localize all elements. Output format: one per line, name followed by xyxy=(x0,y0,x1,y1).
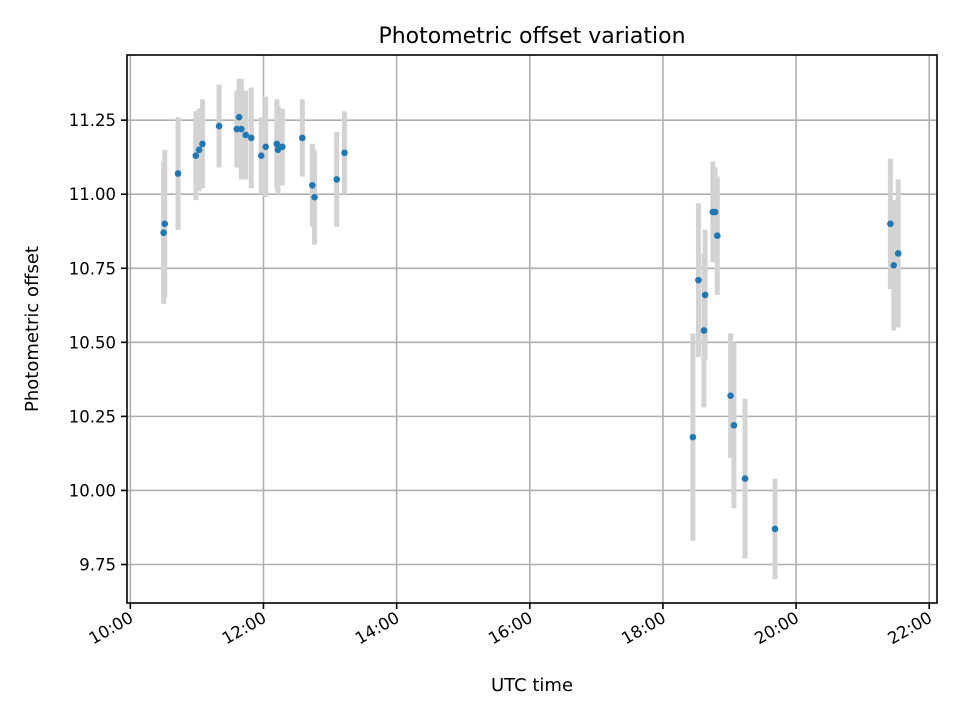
data-point xyxy=(341,149,348,157)
data-point xyxy=(727,392,734,399)
y-tick-label: 10.00 xyxy=(69,481,116,500)
x-tick-label: 10:00 xyxy=(86,608,137,648)
data-point xyxy=(160,229,167,237)
data-point xyxy=(701,291,709,299)
data-point xyxy=(215,122,223,130)
data-point xyxy=(711,208,719,216)
y-tick-label: 10.50 xyxy=(69,333,116,352)
data-point xyxy=(700,327,708,334)
y-tick-label: 11.25 xyxy=(69,111,116,130)
plot-frame xyxy=(126,54,938,604)
data-point-layer xyxy=(160,113,902,533)
y-tick-label: 9.75 xyxy=(79,555,116,574)
data-point xyxy=(237,125,245,133)
data-point xyxy=(161,220,169,228)
data-point xyxy=(333,176,341,183)
data-point xyxy=(192,152,200,160)
data-point xyxy=(730,421,738,429)
tick-layer xyxy=(121,119,931,609)
data-point xyxy=(199,140,206,148)
data-point xyxy=(247,134,255,142)
data-point xyxy=(741,475,749,482)
data-point xyxy=(242,131,250,139)
tick-label-layer: 10:00 12:00 14:00 16:00 18:00 20:00 22:00 9.75 1… xyxy=(69,111,935,648)
x-tick-label: 18:00 xyxy=(618,608,669,648)
data-point xyxy=(689,433,697,441)
data-point xyxy=(894,250,902,257)
x-tick-label: 20:00 xyxy=(751,608,802,648)
data-point xyxy=(273,140,281,148)
x-axis-label: UTC time xyxy=(491,675,573,696)
data-point xyxy=(195,146,203,154)
data-point xyxy=(771,525,779,533)
data-point xyxy=(890,262,898,269)
x-tick-label: 14:00 xyxy=(352,608,403,648)
data-point xyxy=(174,170,182,177)
grid-layer xyxy=(127,55,937,603)
x-tick-label: 16:00 xyxy=(485,608,536,648)
data-point xyxy=(309,182,316,189)
y-tick-label: 10.25 xyxy=(69,407,116,426)
data-point xyxy=(257,152,265,160)
data-point xyxy=(262,143,269,151)
data-point xyxy=(235,113,243,121)
x-tick-label: 22:00 xyxy=(885,608,936,648)
data-point xyxy=(695,276,702,284)
y-tick-label: 11.00 xyxy=(69,185,116,204)
data-point xyxy=(299,134,306,142)
y-tick-label: 10.75 xyxy=(69,259,116,278)
error-bar-layer xyxy=(161,78,901,580)
data-point xyxy=(714,232,721,239)
data-point xyxy=(311,193,318,201)
data-point xyxy=(887,220,894,228)
chart-title: Photometric offset variation xyxy=(378,24,685,49)
data-point xyxy=(279,143,286,151)
x-tick-label: 12:00 xyxy=(219,608,270,648)
y-axis-label: Photometric offset xyxy=(22,246,43,412)
